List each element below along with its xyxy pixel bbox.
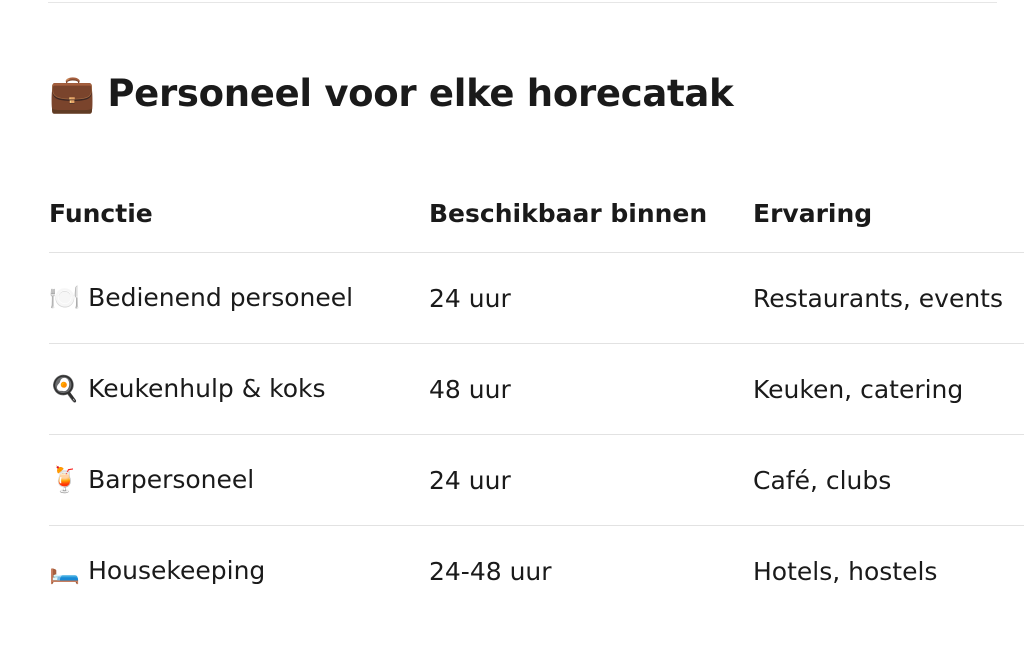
table-row: 🍳 Keukenhulp & koks 48 uur Keuken, caterin… [49, 344, 1024, 435]
table-cell: 24 uur [429, 465, 511, 495]
table-cell: Hotels, hostels [753, 556, 938, 586]
column-header: Functie [49, 199, 153, 228]
column-header: Ervaring [753, 199, 873, 228]
table-cell: Restaurants, events [753, 283, 1004, 313]
table-cell: 🍳 Keukenhulp & koks [49, 374, 326, 403]
table-header: Functie Beschikbaar binnen Ervaring [49, 175, 1024, 253]
table: Functie Beschikbaar binnen Ervaring 🍽️ B… [49, 175, 1024, 616]
table-row: 🛏️ Housekeeping 24-48 uur Hotels, hostels [49, 526, 1024, 616]
table-cell: 🍽️ Bedienend personeel [49, 283, 354, 312]
divider [48, 2, 997, 3]
table-cell: Keuken, catering [753, 374, 964, 404]
column-header: Beschikbaar binnen [429, 199, 708, 228]
table-row: 🍹 Barpersoneel 24 uur Café, clubs [49, 435, 1024, 526]
table-cell: 24 uur [429, 283, 511, 313]
table-cell: 🛏️ Housekeeping [49, 556, 266, 585]
table-cell: 24-48 uur [429, 556, 552, 586]
section-heading: 💼 Personeel voor elke horecatak [49, 72, 734, 115]
table-cell: 48 uur [429, 374, 511, 404]
table-cell: Café, clubs [753, 465, 892, 495]
table-row: 🍽️ Bedienend personeel 24 uur Restaurants,… [49, 253, 1024, 344]
table-cell: 🍹 Barpersoneel [49, 465, 255, 494]
